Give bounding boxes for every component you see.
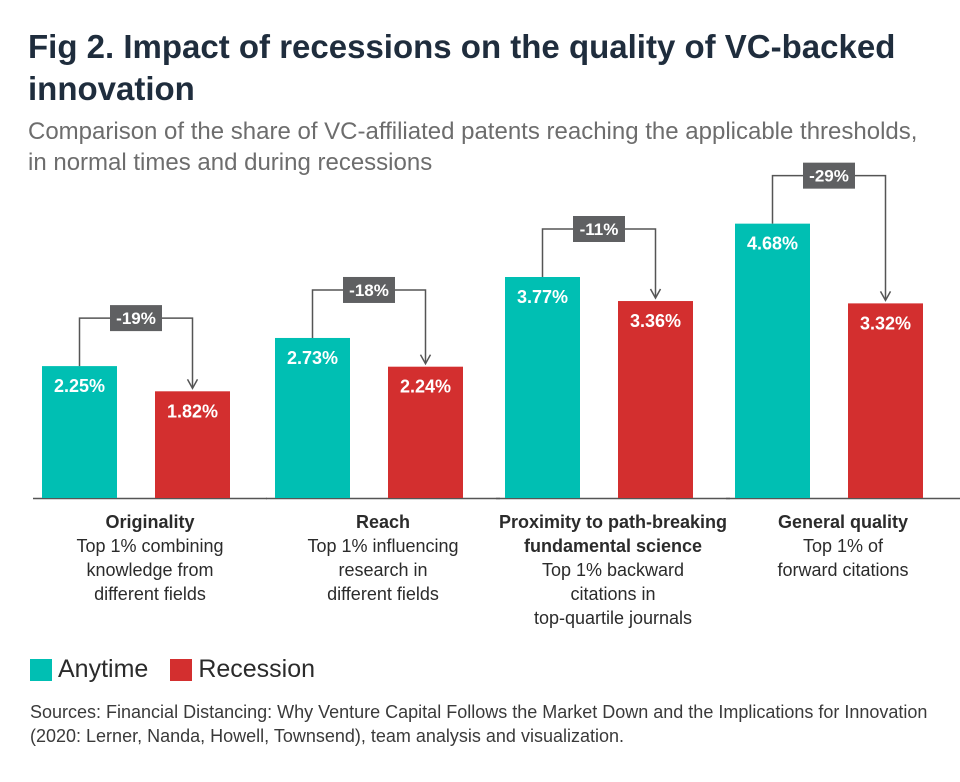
chart-title: Fig 2. Impact of recessions on the quali…	[28, 28, 896, 107]
chart-subtitle: Comparison of the share of VC-affiliated…	[28, 118, 918, 176]
category-name: Proximity to path-breaking	[498, 512, 728, 532]
data-label-recession: 2.24%	[400, 377, 451, 397]
change-label: -19%	[116, 309, 156, 328]
category-description: Top 1% combining	[76, 536, 224, 556]
change-box	[803, 162, 855, 189]
bar-anytime	[275, 337, 350, 498]
bar-anytime	[735, 223, 810, 499]
change-box	[343, 276, 395, 303]
legend-swatch-recession	[170, 658, 193, 681]
category-label: Proximity to path-breaking fundamental sc…	[483, 510, 743, 630]
data-label-anytime: 2.25%	[54, 376, 105, 396]
category-description: forward citations	[777, 560, 909, 580]
bar-recession	[155, 391, 230, 498]
bar-anytime	[42, 366, 117, 498]
change-arrowhead	[186, 378, 199, 390]
legend-item-recession: Recession	[170, 655, 315, 684]
category-name: fundamental science	[523, 536, 703, 556]
legend-label-anytime: Anytime	[58, 655, 149, 683]
data-label-recession: 3.36%	[630, 311, 681, 331]
bar-recession	[848, 303, 923, 498]
category-description: research in	[338, 560, 428, 580]
category-description: Top 1% of	[802, 536, 884, 556]
change-box	[573, 216, 625, 242]
category-description: different fields	[327, 584, 439, 604]
legend-label-recession: Recession	[198, 655, 316, 683]
category-description: Top 1% backward	[541, 560, 685, 580]
change-box	[110, 305, 162, 332]
data-label-anytime: 2.73%	[287, 348, 338, 368]
category-description: knowledge from	[86, 560, 214, 580]
category-description: different fields	[94, 584, 206, 604]
change-label: -18%	[349, 281, 389, 300]
bar-recession	[388, 366, 463, 498]
change-arrowhead	[649, 288, 662, 300]
category-description: top-quartile journals	[533, 608, 693, 628]
data-label-anytime: 3.77%	[517, 287, 568, 307]
category-label: Originality Top 1% combining knowledge fro…	[20, 510, 280, 606]
category-name: Originality	[105, 512, 195, 532]
data-label-recession: 1.82%	[167, 401, 218, 421]
legend: Anytime Recession	[30, 655, 337, 684]
bar-recession	[618, 301, 693, 498]
category-name: General quality	[777, 512, 909, 532]
category-description: Top 1% influencing	[307, 536, 459, 556]
category-label: Reach Top 1% influencing research in differ…	[253, 510, 513, 606]
category-name: Reach	[355, 512, 411, 532]
change-label: -29%	[809, 167, 849, 186]
category-description: citations in	[570, 584, 656, 604]
legend-item-anytime: Anytime	[30, 655, 148, 684]
change-arrowhead	[879, 291, 892, 302]
legend-swatch-anytime	[30, 658, 52, 681]
category-label: General quality Top 1% of forward citation…	[713, 510, 960, 582]
change-label: -11%	[580, 220, 619, 239]
bar-anytime	[505, 277, 580, 498]
source-note: Sources: Financial Distancing: Why Ventu…	[30, 702, 928, 746]
data-label-recession: 3.32%	[860, 313, 911, 333]
data-label-anytime: 4.68%	[747, 234, 798, 254]
change-arrowhead	[419, 354, 432, 366]
